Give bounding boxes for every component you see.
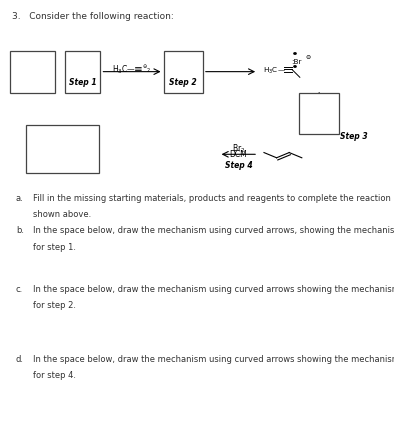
- Text: In the space below, draw the mechanism using curved arrows showing the mechanism: In the space below, draw the mechanism u…: [33, 284, 394, 293]
- Text: In the space below, draw the mechanism using curved arrows showing the mechanism: In the space below, draw the mechanism u…: [33, 354, 394, 363]
- Bar: [299, 93, 339, 135]
- Bar: [164, 52, 203, 93]
- Text: ≡: ≡: [134, 64, 143, 73]
- Text: for step 2.: for step 2.: [33, 301, 76, 310]
- Text: Step 2: Step 2: [169, 78, 197, 87]
- Text: c.: c.: [16, 284, 23, 293]
- Text: $^{\ominus}$$_2$: $^{\ominus}$$_2$: [142, 64, 151, 75]
- Text: Step 3: Step 3: [340, 132, 367, 141]
- Text: Fill in the missing starting materials, products and reagents to complete the re: Fill in the missing starting materials, …: [33, 193, 391, 202]
- Text: for step 4.: for step 4.: [33, 370, 76, 379]
- Bar: [65, 52, 100, 93]
- Text: a.: a.: [16, 193, 24, 202]
- Text: d.: d.: [16, 354, 24, 363]
- Text: Step 4: Step 4: [225, 161, 252, 170]
- Text: Br$_2$: Br$_2$: [232, 142, 245, 155]
- Text: shown above.: shown above.: [33, 210, 92, 219]
- Text: for step 1.: for step 1.: [33, 242, 76, 251]
- Text: H$_3$C—: H$_3$C—: [263, 66, 286, 76]
- Text: b.: b.: [16, 226, 24, 235]
- Text: H$_3$C—: H$_3$C—: [112, 63, 136, 76]
- Text: 3.   Consider the following reaction:: 3. Consider the following reaction:: [12, 12, 174, 21]
- Text: DCM: DCM: [229, 150, 247, 158]
- Text: :Br: :Br: [292, 59, 302, 65]
- Text: $\ominus$: $\ominus$: [305, 53, 312, 60]
- Bar: [10, 52, 55, 93]
- Text: Step 1: Step 1: [69, 78, 97, 87]
- Bar: [26, 126, 98, 174]
- Text: In the space below, draw the mechanism using curved arrows, showing the mechanis: In the space below, draw the mechanism u…: [33, 226, 394, 235]
